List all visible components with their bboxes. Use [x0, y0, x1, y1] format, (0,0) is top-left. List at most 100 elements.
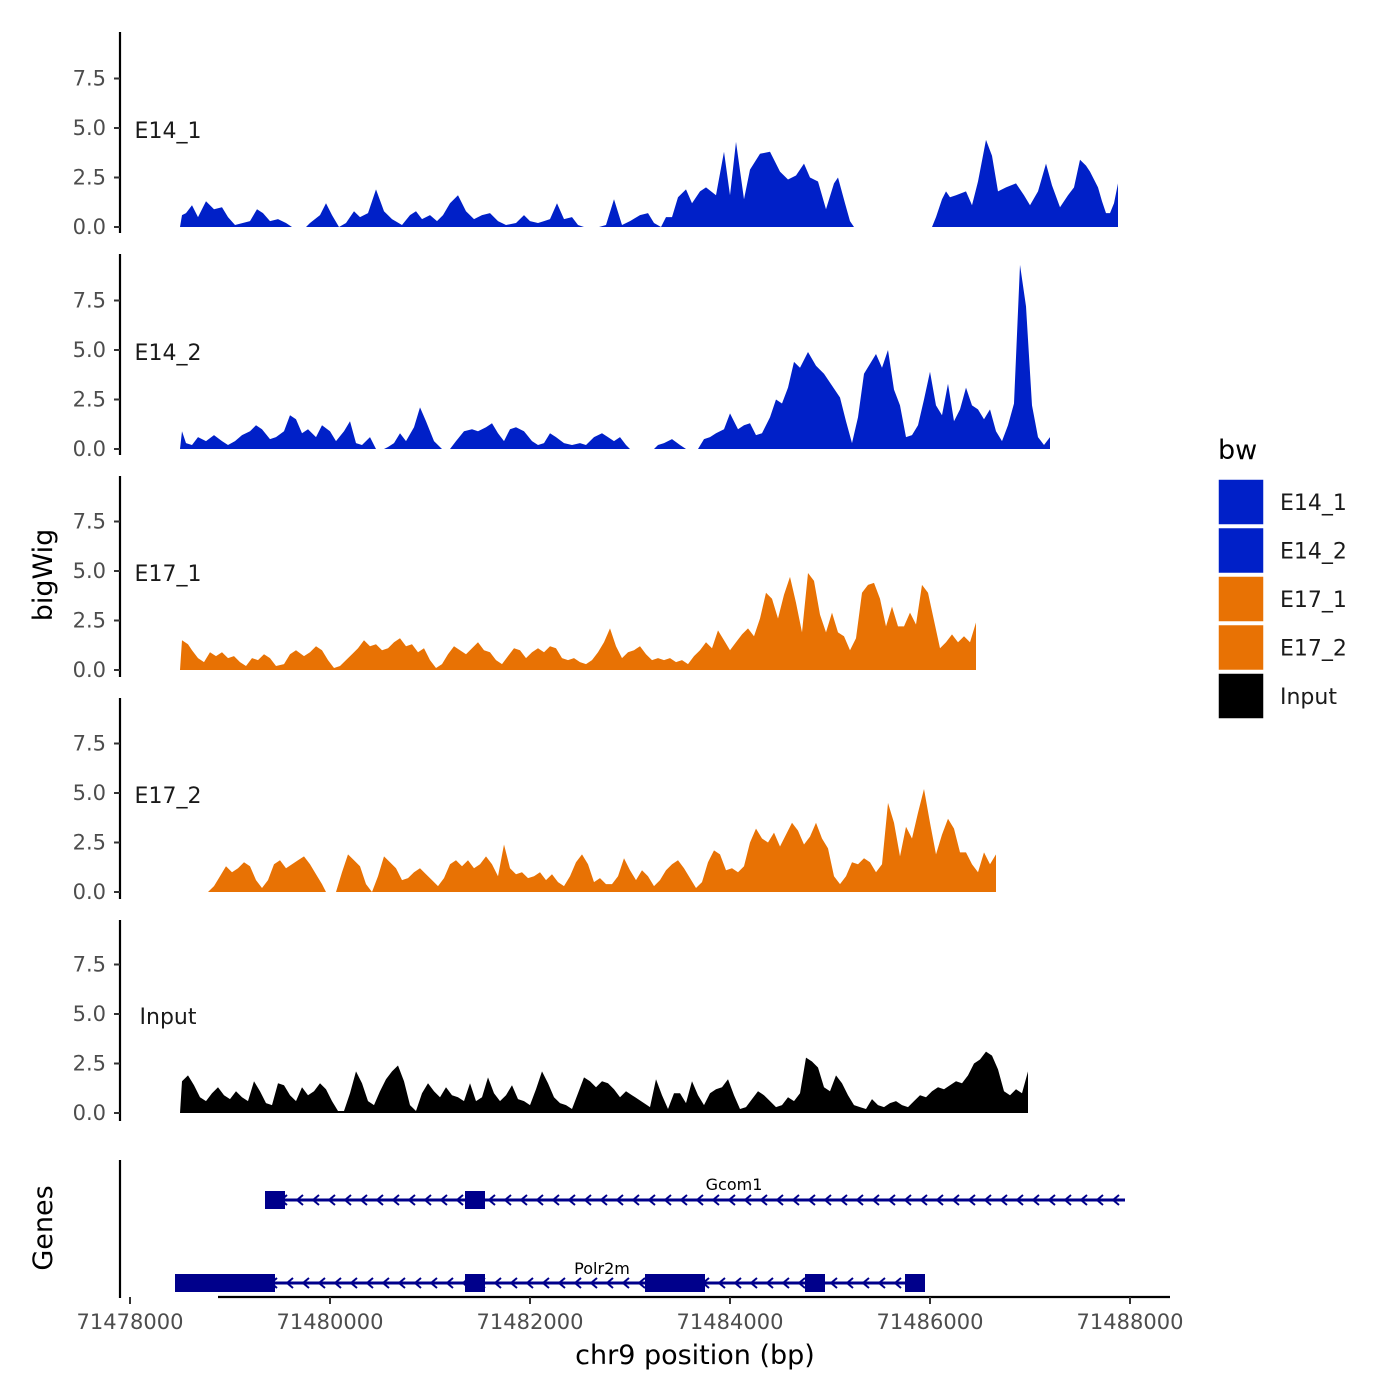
x-tick-label: 71478000	[77, 1310, 184, 1334]
strand-arrow	[967, 1194, 976, 1206]
y-tick-label: 5.0	[73, 1002, 106, 1026]
exon-block	[465, 1191, 485, 1209]
strand-arrow	[311, 1194, 320, 1206]
strand-arrow	[413, 1277, 422, 1289]
strand-arrow	[887, 1194, 896, 1206]
y-tick-label: 0.0	[73, 215, 106, 239]
strand-arrow	[535, 1194, 544, 1206]
y-tick-label: 2.5	[73, 166, 106, 190]
strand-arrow	[615, 1194, 624, 1206]
strand-arrow	[1079, 1194, 1088, 1206]
strand-arrow	[525, 1277, 534, 1289]
strand-arrow	[775, 1194, 784, 1206]
y-tick-label: 2.5	[73, 1052, 106, 1076]
track-label: E17_1	[135, 562, 202, 587]
strand-arrow	[1063, 1194, 1072, 1206]
strand-arrow	[285, 1277, 294, 1289]
y-tick-label: 0.0	[73, 658, 106, 682]
y-tick-label: 2.5	[73, 388, 106, 412]
strand-arrow	[375, 1194, 384, 1206]
signal-area-e14_2	[180, 264, 1050, 449]
strand-arrow	[567, 1194, 576, 1206]
x-tick-label: 71482000	[477, 1310, 584, 1334]
strand-arrow	[349, 1277, 358, 1289]
strand-arrow	[861, 1277, 870, 1289]
track-panel-e14_2: 0.0 2.5 5.0 7.5 E14_2	[73, 254, 1050, 461]
signal-tracks: 0.0 2.5 5.0 7.5 E14_1 0.0 2.5 5.0 7.5 E14_2 0.0 2.5…	[73, 32, 1118, 1125]
x-tick-label: 71486000	[877, 1310, 984, 1334]
strand-arrow	[919, 1194, 928, 1206]
strand-arrow	[717, 1277, 726, 1289]
strand-arrow	[781, 1277, 790, 1289]
track-label: E17_2	[135, 784, 202, 809]
strand-arrow	[439, 1194, 448, 1206]
legend-title: bw	[1218, 435, 1257, 466]
exon-block	[175, 1274, 275, 1292]
strand-arrow	[551, 1194, 560, 1206]
strand-arrow	[397, 1277, 406, 1289]
strand-arrow	[983, 1194, 992, 1206]
y-tick-label: 5.0	[73, 559, 106, 583]
exon-block	[465, 1274, 485, 1292]
y-axis-title: bigWig	[28, 529, 59, 622]
signal-area-input	[180, 1051, 1028, 1113]
strand-arrow	[327, 1194, 336, 1206]
strand-arrow	[759, 1194, 768, 1206]
strand-arrow	[807, 1194, 816, 1206]
strand-arrow	[695, 1194, 704, 1206]
x-tick-label: 71480000	[277, 1310, 384, 1334]
strand-arrow	[391, 1194, 400, 1206]
legend-label: E14_2	[1280, 540, 1347, 565]
strand-arrow	[823, 1194, 832, 1206]
y-tick-label: 7.5	[73, 953, 106, 977]
strand-arrow	[727, 1194, 736, 1206]
strand-arrow	[621, 1277, 630, 1289]
strand-arrow	[573, 1277, 582, 1289]
strand-arrow	[839, 1194, 848, 1206]
strand-arrow	[455, 1194, 464, 1206]
strand-arrow	[317, 1277, 326, 1289]
strand-arrow	[877, 1277, 886, 1289]
strand-arrow	[519, 1194, 528, 1206]
y-tick-label: 5.0	[73, 338, 106, 362]
strand-arrow	[749, 1277, 758, 1289]
strand-arrow	[663, 1194, 672, 1206]
strand-arrow	[903, 1194, 912, 1206]
strand-arrow	[893, 1277, 902, 1289]
strand-arrow	[679, 1194, 688, 1206]
track-label: E14_2	[135, 341, 202, 366]
strand-arrow	[637, 1277, 646, 1289]
x-axis-title: chr9 position (bp)	[575, 1340, 815, 1371]
strand-arrow	[445, 1277, 454, 1289]
strand-arrow	[487, 1194, 496, 1206]
strand-arrow	[295, 1194, 304, 1206]
y-tick-label: 7.5	[73, 289, 106, 313]
strand-arrow	[589, 1277, 598, 1289]
legend-label: E14_1	[1280, 491, 1347, 516]
x-tick-label: 71488000	[1077, 1310, 1184, 1334]
gene-label: Gcom1	[706, 1175, 763, 1194]
strand-arrow	[999, 1194, 1008, 1206]
gene-gcom1: Gcom1	[265, 1175, 1125, 1209]
strand-arrow	[871, 1194, 880, 1206]
strand-arrow	[1015, 1194, 1024, 1206]
strand-arrow	[365, 1277, 374, 1289]
strand-arrow	[765, 1277, 774, 1289]
strand-arrow	[599, 1194, 608, 1206]
signal-area-e17_1	[180, 573, 976, 670]
y-tick-label: 0.0	[73, 437, 106, 461]
strand-arrow	[1047, 1194, 1056, 1206]
y-tick-label: 0.0	[73, 880, 106, 904]
strand-arrow	[605, 1277, 614, 1289]
strand-arrow	[503, 1194, 512, 1206]
exon-block	[645, 1274, 705, 1292]
legend-label: Input	[1280, 685, 1337, 710]
strand-arrow	[829, 1277, 838, 1289]
strand-arrow	[1111, 1194, 1120, 1206]
x-axis: 71478000 71480000 71482000 71484000 71486000…	[77, 1295, 1184, 1334]
strand-arrow	[429, 1277, 438, 1289]
exon-block	[905, 1274, 925, 1292]
strand-arrow	[407, 1194, 416, 1206]
legend-key	[1217, 672, 1265, 720]
